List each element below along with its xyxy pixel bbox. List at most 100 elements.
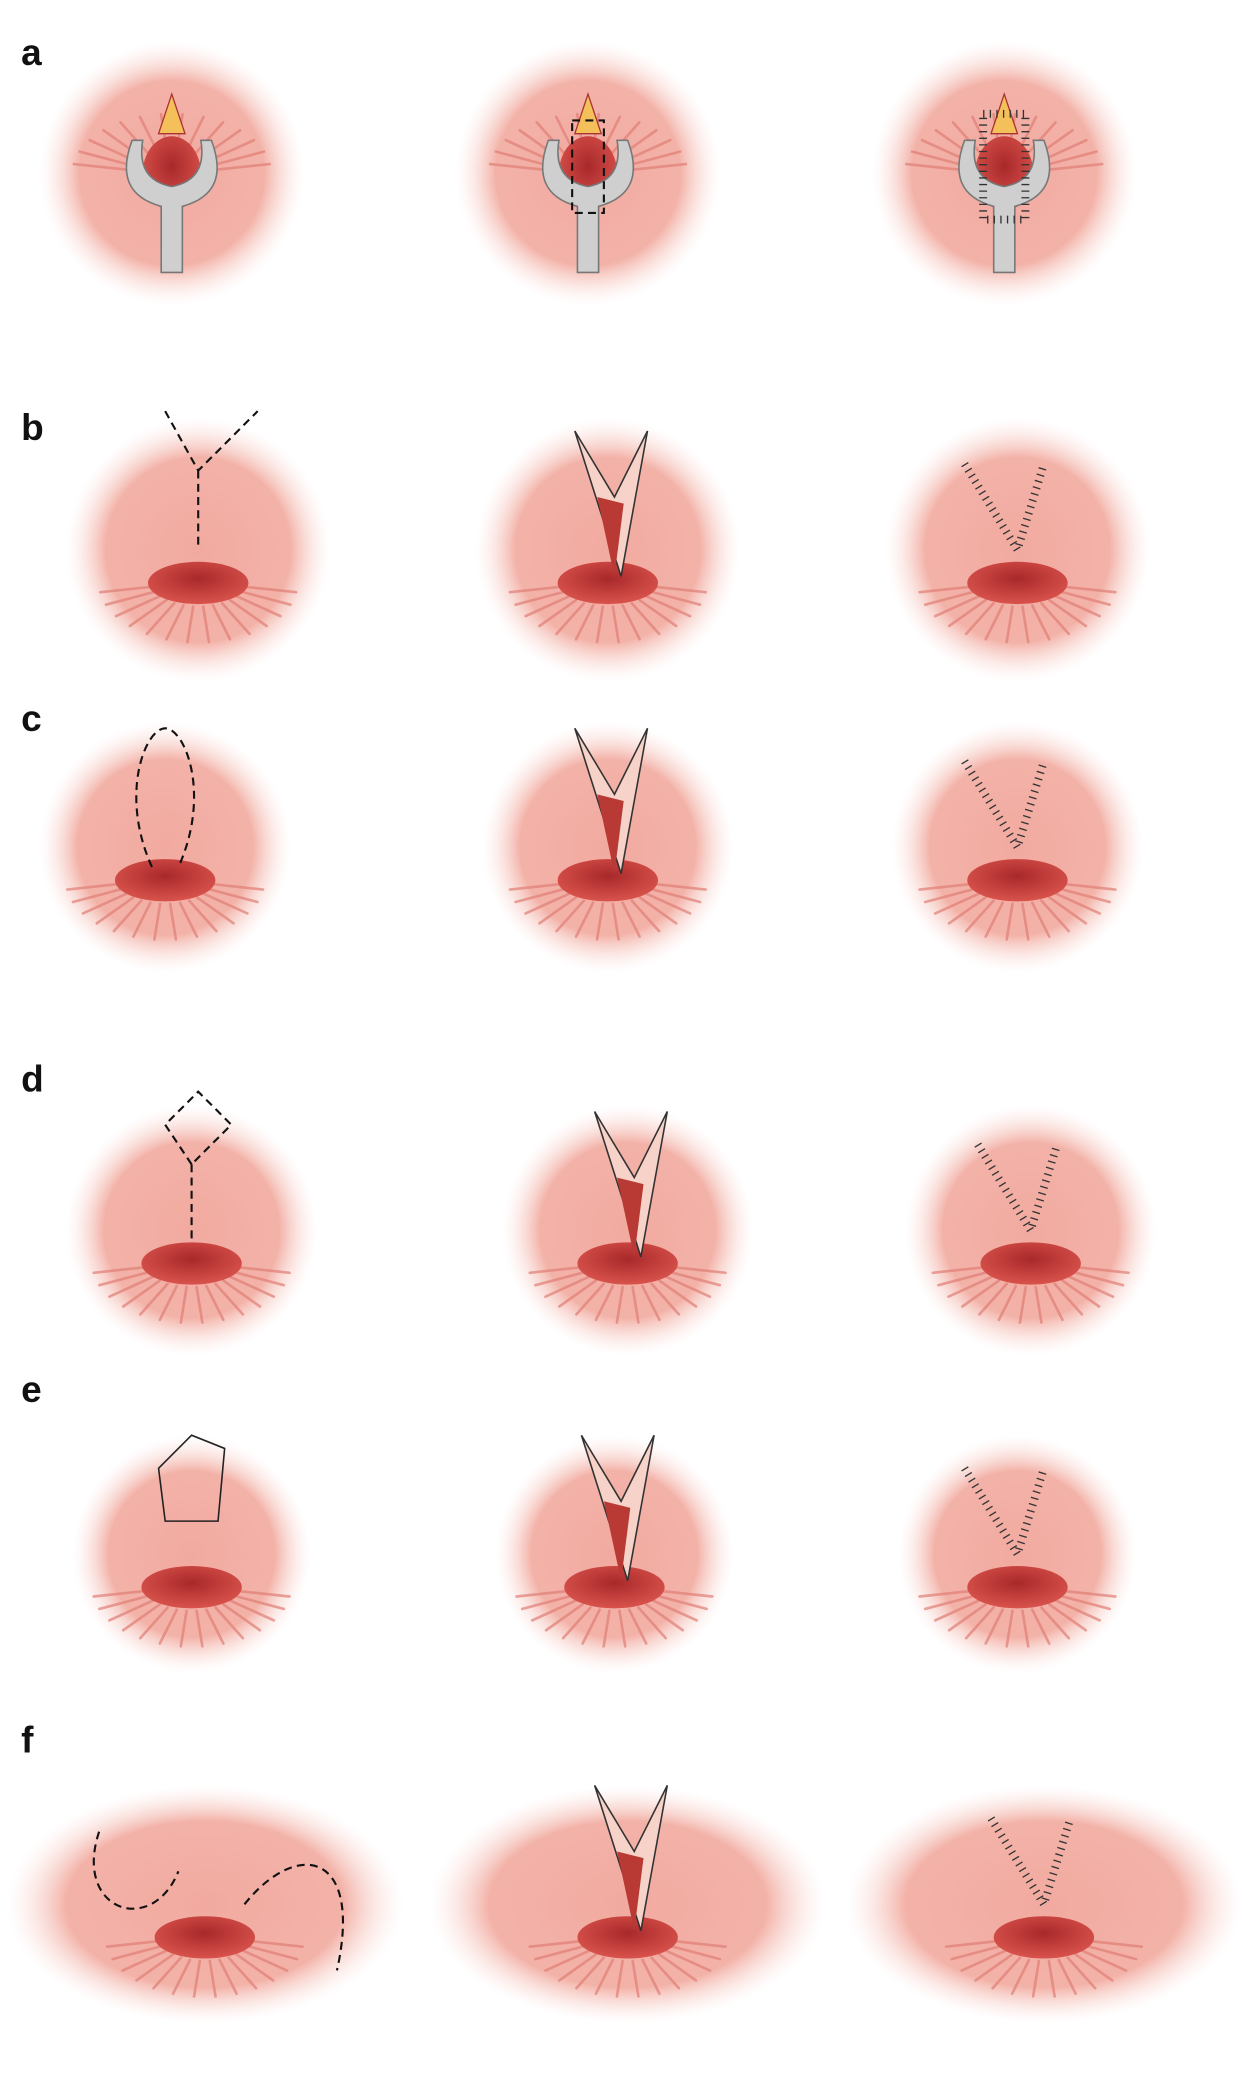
skin-fold [645,1603,685,1632]
skin-fold [228,1275,276,1298]
skin-fold [209,882,265,891]
skin-fold [629,150,682,166]
suture-line [961,759,1048,857]
skin-fold [178,901,199,938]
skin-fold [651,1599,699,1622]
skin-fold [1048,598,1088,628]
skin-fold [153,902,162,941]
skin-area [898,1435,1137,1674]
anal-opening [967,859,1068,902]
skin-fold [937,1270,989,1287]
skin-fold [108,1599,155,1622]
skin-fold [1026,121,1057,155]
anal-opening [154,1916,256,1959]
skin-fold [194,121,225,155]
retractor [958,139,1051,274]
skin-fold [81,892,129,915]
skin-fold [168,902,178,941]
skin-fold [555,899,586,933]
skin-fold [615,1959,624,1998]
skin-fold [644,892,692,915]
skin-fold [997,1284,1018,1322]
anal-opening [967,1566,1068,1609]
skin-fold [216,162,271,171]
skin-fold [650,1282,681,1316]
skin-fold [1040,601,1071,636]
skin-fold [165,604,185,641]
skin-fold [195,1285,204,1324]
skin-fold [652,882,708,891]
skin-fold [114,594,162,618]
skin-fold [933,594,981,618]
skin-fold [208,138,256,162]
skin-fold [242,585,298,594]
anal-opening [141,1566,242,1609]
skin-fold [672,1939,727,1948]
skin-fold [233,1270,286,1287]
skin-fold [1030,901,1051,938]
skin-fold [918,1589,974,1598]
muscle [597,497,624,577]
skin-fold [984,1608,1004,1645]
skin-fold [171,1958,192,1996]
skin-fold [195,1609,204,1648]
skin-fold [98,1270,150,1287]
anal-opening [557,561,659,605]
skin-fold [638,896,678,925]
skin-fold [235,594,282,618]
skin-fold [1061,882,1117,891]
skin-fold [119,121,150,155]
skin-fold [211,604,232,641]
skin-fold [923,1594,976,1611]
skin-fold [910,150,963,166]
skin-fold [905,162,960,171]
skin-fold [121,1603,162,1632]
skin-fold [222,1603,262,1632]
anal-opening [114,859,216,902]
skin-fold [205,1608,225,1645]
skin-fold [201,605,211,644]
skin-fold [235,1265,291,1275]
skin-fold [960,1949,1007,1972]
skin-fold [1059,1594,1112,1611]
skin-fold [98,1594,150,1611]
skin-fold [632,162,688,171]
skin-fold [978,1282,1009,1316]
incision [135,727,196,868]
anal-opening [967,561,1068,605]
skin-fold [535,121,566,155]
skin-fold [602,1609,611,1648]
skin-fold [530,1599,578,1622]
skin-fold [618,1609,627,1648]
muscle [617,1851,644,1931]
skin-fold [108,1275,155,1298]
panel-label: b [21,407,44,448]
skin-fold [1047,1959,1056,1998]
skin-fold [672,1265,727,1275]
skin-fold [228,1599,276,1622]
skin-fold [1054,594,1102,618]
skin-fold [615,1285,624,1324]
skin-fold [132,901,152,938]
skin-fold [625,138,672,162]
skin-fold [544,1949,591,1972]
skin-fold [1031,1959,1041,1998]
panel-label: c [21,698,42,739]
skin-fold [1005,902,1014,941]
skin-fold [158,1284,179,1322]
skin-fold [488,162,544,171]
skin-fold [575,1956,606,1990]
skin-fold [610,121,641,155]
skin-fold [92,1589,148,1598]
skin-fold [974,1953,1014,1982]
skin-fold [950,1944,1003,1961]
skin-fold [630,601,661,636]
skin-fold [220,601,251,636]
skin-fold [947,1603,987,1632]
skin-fold [611,902,620,941]
skin-fold [1005,1609,1014,1648]
skin-fold [528,1265,584,1275]
skin-fold [92,1265,148,1275]
skin-fold [1066,1956,1097,1990]
